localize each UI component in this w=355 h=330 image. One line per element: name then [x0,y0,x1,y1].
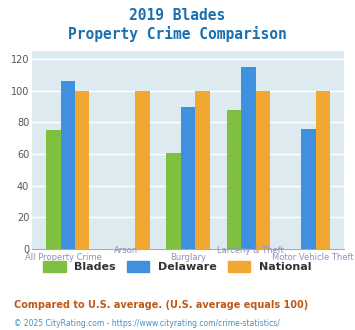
Text: Larceny & Theft: Larceny & Theft [217,246,284,255]
Text: Compared to U.S. average. (U.S. average equals 100): Compared to U.S. average. (U.S. average … [14,300,308,310]
Bar [75,91,89,249]
Text: Arson: Arson [114,246,138,255]
Bar [166,152,181,249]
Bar [46,130,61,249]
Bar [181,107,195,249]
Text: All Property Crime: All Property Crime [25,253,102,262]
Bar [241,67,256,249]
Bar [226,110,241,249]
Bar [195,91,210,249]
Bar [61,81,75,249]
Text: © 2025 CityRating.com - https://www.cityrating.com/crime-statistics/: © 2025 CityRating.com - https://www.city… [14,319,280,328]
Text: Motor Vehicle Theft: Motor Vehicle Theft [272,253,354,262]
Text: Property Crime Comparison: Property Crime Comparison [68,26,287,42]
Bar [316,91,330,249]
Bar [301,129,316,249]
Bar [135,91,150,249]
Legend: Blades, Delaware, National: Blades, Delaware, National [39,257,316,277]
Bar [256,91,270,249]
Text: 2019 Blades: 2019 Blades [129,8,226,23]
Text: Burglary: Burglary [170,253,206,262]
